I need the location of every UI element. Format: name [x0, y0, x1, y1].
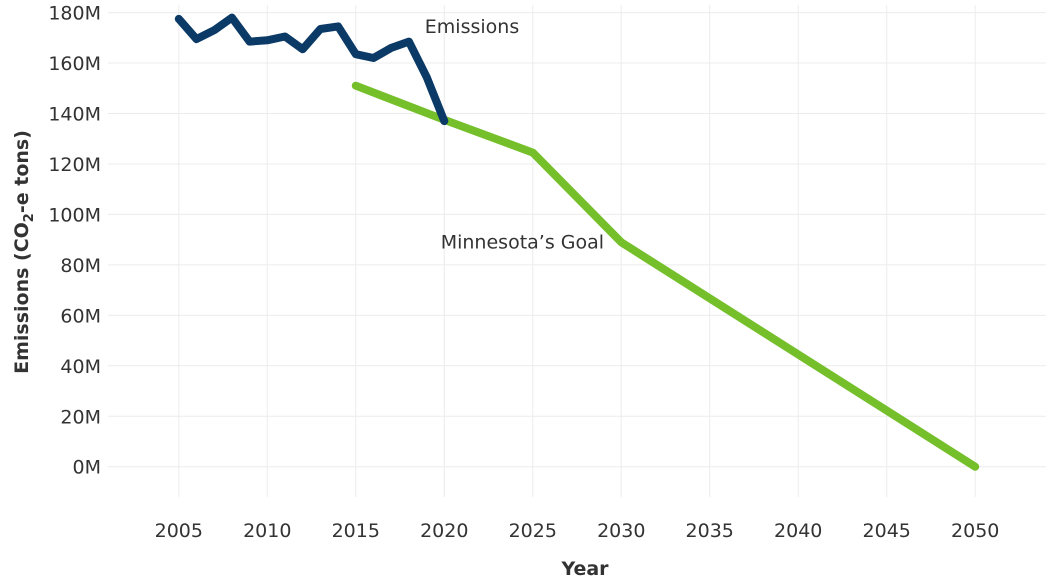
- y-tick-label: 60M: [60, 305, 101, 327]
- y-tick-label: 180M: [48, 3, 101, 25]
- x-tick-label: 2050: [951, 520, 999, 542]
- grid-lines: [108, 5, 1046, 497]
- y-tick-label: 40M: [60, 356, 101, 378]
- series-label-emissions: Emissions: [425, 16, 519, 38]
- x-axis-tick-labels: 2005 2010 2015 2020 2025 2030 2035 2040 2045 2050: [155, 520, 1000, 542]
- y-axis-title: Emissions (CO2-e tons): [11, 130, 37, 374]
- y-tick-label: 160M: [48, 53, 101, 75]
- y-axis-title-suffix: -e tons): [11, 130, 33, 213]
- x-tick-label: 2010: [243, 520, 291, 542]
- y-axis-title-prefix: Emissions (CO: [11, 222, 33, 374]
- x-tick-label: 2035: [686, 520, 734, 542]
- y-axis-tick-labels: 0M 20M 40M 60M 80M 100M 120M 140M 160M 180M: [48, 3, 101, 479]
- series-lines: [174, 13, 980, 471]
- series-line-goal: [351, 81, 980, 471]
- x-tick-label: 2020: [420, 520, 468, 542]
- series-annotations: Minnesota’s Goal Emissions: [425, 16, 604, 254]
- y-tick-label: 0M: [73, 457, 101, 479]
- series-label-goal: Minnesota’s Goal: [441, 231, 604, 253]
- x-tick-label: 2005: [155, 520, 203, 542]
- series-line-emissions: [174, 13, 449, 126]
- x-tick-label: 2025: [509, 520, 557, 542]
- x-tick-label: 2040: [774, 520, 822, 542]
- x-tick-label: 2045: [863, 520, 911, 542]
- y-tick-label: 80M: [60, 255, 101, 277]
- y-axis-title-subscript: 2: [22, 213, 37, 222]
- y-tick-label: 120M: [48, 154, 101, 176]
- x-tick-label: 2030: [597, 520, 645, 542]
- y-tick-label: 20M: [60, 406, 101, 428]
- y-tick-label: 100M: [48, 204, 101, 226]
- x-tick-label: 2015: [332, 520, 380, 542]
- x-axis-title: Year: [560, 558, 609, 579]
- y-tick-label: 140M: [48, 103, 101, 125]
